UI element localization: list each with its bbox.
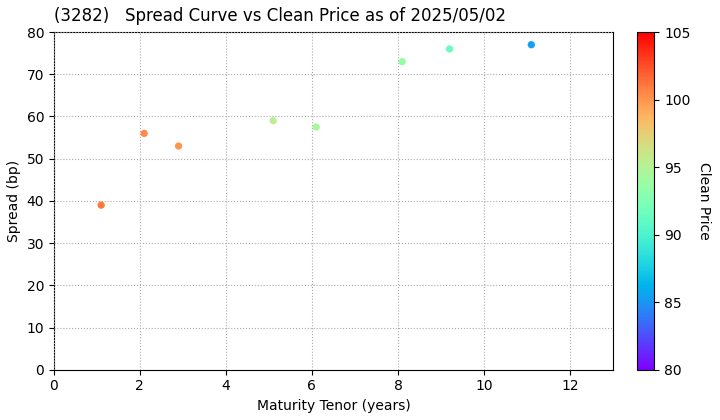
Text: (3282)   Spread Curve vs Clean Price as of 2025/05/02: (3282) Spread Curve vs Clean Price as of… [54, 7, 506, 25]
Y-axis label: Spread (bp): Spread (bp) [7, 160, 21, 242]
Point [96, 202, 107, 208]
Point [267, 117, 279, 124]
Point [310, 123, 322, 130]
Point [173, 143, 184, 150]
Point [444, 46, 455, 52]
Point [526, 41, 537, 48]
Y-axis label: Clean Price: Clean Price [697, 162, 711, 240]
X-axis label: Maturity Tenor (years): Maturity Tenor (years) [256, 399, 410, 413]
Point [138, 130, 150, 137]
Point [397, 58, 408, 65]
